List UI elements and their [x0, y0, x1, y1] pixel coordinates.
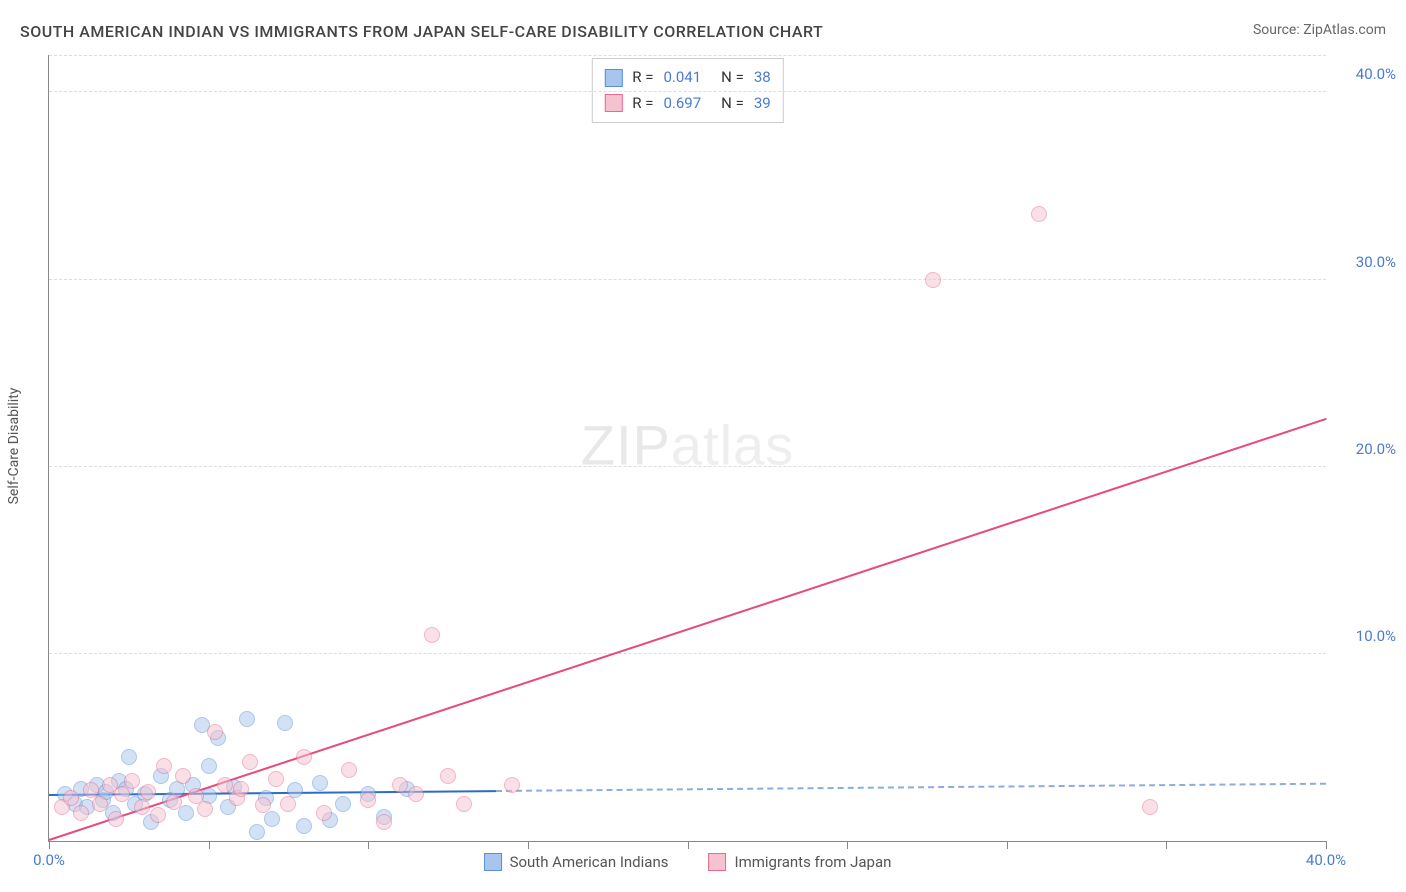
- gridline: [49, 55, 1326, 56]
- x-tick: [847, 841, 848, 849]
- legend-label: South American Indians: [510, 853, 669, 871]
- n-label: N =: [721, 65, 744, 91]
- data-point: [207, 724, 223, 740]
- x-tick: [209, 841, 210, 849]
- data-point: [92, 796, 108, 812]
- data-point: [156, 758, 172, 774]
- data-point: [341, 762, 357, 778]
- gridline: [49, 279, 1326, 280]
- legend-swatch: [484, 853, 502, 871]
- x-tick-label: 40.0%: [1306, 851, 1346, 869]
- data-point: [1142, 799, 1158, 815]
- legend-swatch: [604, 69, 622, 87]
- data-point: [264, 811, 280, 827]
- source-attribution: Source: ZipAtlas.com: [1253, 22, 1386, 38]
- data-point: [456, 796, 472, 812]
- data-point: [150, 807, 166, 823]
- data-point: [124, 773, 140, 789]
- data-point: [504, 777, 520, 793]
- n-value: 39: [754, 91, 771, 117]
- data-point: [166, 794, 182, 810]
- data-point: [424, 627, 440, 643]
- data-point: [316, 805, 332, 821]
- x-tick-label: 0.0%: [33, 851, 65, 869]
- data-point: [242, 754, 258, 770]
- data-point: [280, 796, 296, 812]
- r-value: 0.041: [663, 65, 701, 91]
- data-point: [134, 799, 150, 815]
- data-point: [140, 784, 156, 800]
- legend-swatch: [708, 853, 726, 871]
- legend-item: South American Indians: [484, 853, 669, 871]
- data-point: [73, 805, 89, 821]
- data-point: [114, 786, 130, 802]
- data-point: [296, 749, 312, 765]
- data-point: [217, 777, 233, 793]
- data-point: [108, 811, 124, 827]
- y-tick-label: 40.0%: [1336, 65, 1396, 83]
- data-point: [255, 797, 271, 813]
- data-point: [175, 768, 191, 784]
- data-point: [335, 796, 351, 812]
- data-point: [408, 786, 424, 802]
- legend-label: Immigrants from Japan: [734, 853, 891, 871]
- y-tick-label: 10.0%: [1336, 627, 1396, 645]
- data-point: [233, 781, 249, 797]
- x-tick: [1007, 841, 1008, 849]
- y-tick-label: 20.0%: [1336, 440, 1396, 458]
- gridline: [49, 466, 1326, 467]
- data-point: [201, 758, 217, 774]
- r-label: R =: [632, 65, 653, 91]
- n-label: N =: [721, 91, 744, 117]
- scatter-chart: ZIPatlas R =0.041N =38R =0.697N =39 Sout…: [48, 55, 1326, 842]
- chart-title: SOUTH AMERICAN INDIAN VS IMMIGRANTS FROM…: [20, 22, 823, 41]
- trend-line: [49, 418, 1327, 841]
- data-point: [925, 272, 941, 288]
- data-point: [1031, 206, 1047, 222]
- x-tick: [528, 841, 529, 849]
- legend-row: R = 0.697 N = 39: [604, 91, 770, 117]
- data-point: [440, 768, 456, 784]
- legend-item: Immigrants from Japan: [708, 853, 891, 871]
- n-value: 38: [754, 65, 771, 91]
- data-point: [312, 775, 328, 791]
- x-tick: [368, 841, 369, 849]
- r-value: 0.697: [663, 91, 701, 117]
- x-tick: [688, 841, 689, 849]
- data-point: [63, 790, 79, 806]
- data-point: [239, 711, 255, 727]
- data-point: [249, 824, 265, 840]
- data-point: [197, 801, 213, 817]
- data-point: [376, 814, 392, 830]
- data-point: [392, 777, 408, 793]
- gridline: [49, 91, 1326, 92]
- data-point: [360, 792, 376, 808]
- x-tick: [49, 841, 50, 849]
- trend-line: [496, 783, 1326, 792]
- data-point: [296, 818, 312, 834]
- data-point: [277, 715, 293, 731]
- r-label: R =: [632, 91, 653, 117]
- data-point: [268, 771, 284, 787]
- watermark: ZIPatlas: [581, 412, 794, 477]
- x-tick: [1326, 841, 1327, 849]
- gridline: [49, 653, 1326, 654]
- series-legend: South American Indians Immigrants from Ja…: [484, 853, 892, 871]
- legend-swatch: [604, 94, 622, 112]
- data-point: [121, 749, 137, 765]
- y-tick-label: 30.0%: [1336, 253, 1396, 271]
- data-point: [178, 805, 194, 821]
- y-axis-label: Self-Care Disability: [6, 388, 22, 505]
- legend-row: R = 0.041 N = 38: [604, 65, 770, 91]
- x-tick: [1166, 841, 1167, 849]
